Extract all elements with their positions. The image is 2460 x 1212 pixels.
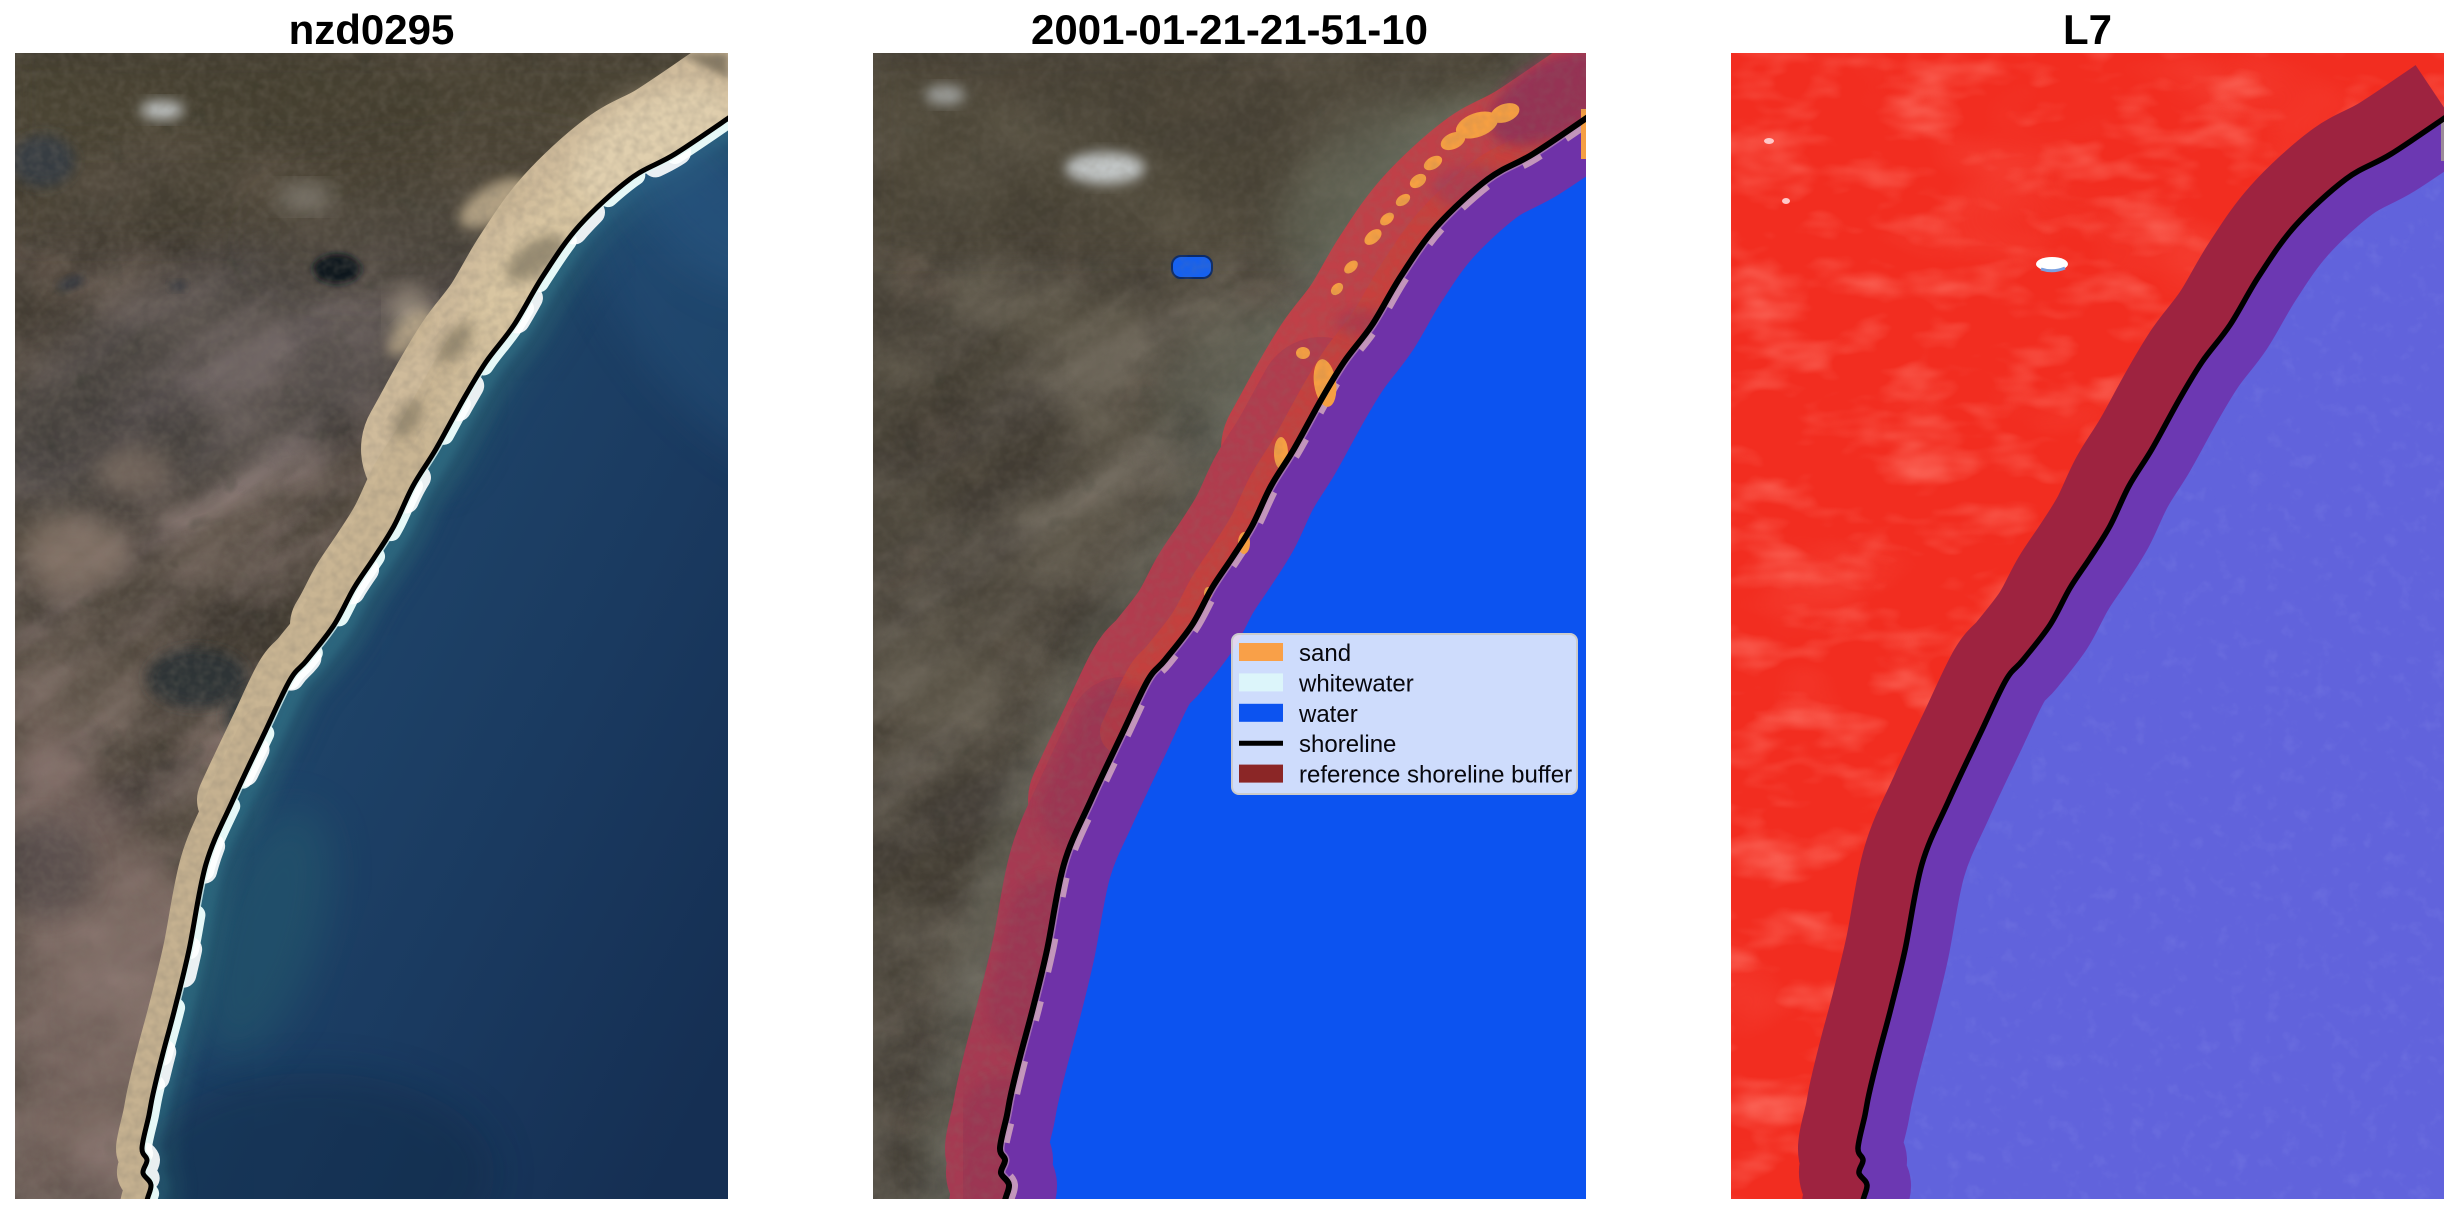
svg-text:reference shoreline buffer: reference shoreline buffer <box>1299 762 1572 789</box>
svg-text:water: water <box>1298 701 1358 728</box>
svg-text:whitewater: whitewater <box>1298 670 1414 697</box>
svg-text:sand: sand <box>1299 640 1351 667</box>
svg-text:shoreline: shoreline <box>1299 731 1396 758</box>
